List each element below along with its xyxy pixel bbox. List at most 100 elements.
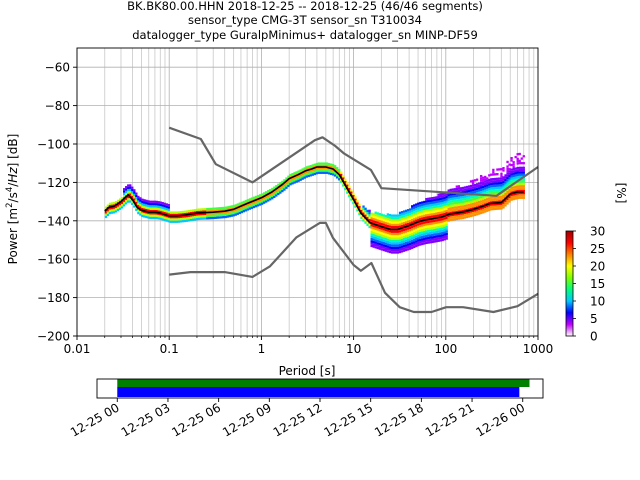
density-cell bbox=[466, 204, 468, 206]
density-cell bbox=[184, 218, 186, 220]
density-cell bbox=[149, 217, 151, 219]
density-cell bbox=[125, 191, 127, 193]
density-cell bbox=[500, 207, 502, 209]
density-cell bbox=[506, 177, 508, 179]
density-cell bbox=[389, 249, 391, 251]
density-cell bbox=[496, 189, 498, 191]
density-cell bbox=[446, 205, 448, 207]
density-cell bbox=[470, 203, 472, 205]
density-cell bbox=[454, 197, 456, 199]
density-cell bbox=[521, 183, 523, 185]
density-cell bbox=[415, 238, 417, 240]
density-cell bbox=[427, 237, 429, 239]
density-cell bbox=[429, 237, 431, 239]
y-tick-label: −140 bbox=[37, 214, 70, 228]
density-cell bbox=[139, 211, 141, 213]
density-cell bbox=[502, 176, 504, 178]
density-cell bbox=[446, 221, 448, 223]
density-cell bbox=[460, 189, 462, 191]
density-cell bbox=[383, 242, 385, 244]
density-cell bbox=[482, 209, 484, 211]
density-cell bbox=[456, 188, 458, 190]
density-cell bbox=[462, 187, 464, 189]
density-cell bbox=[293, 181, 295, 183]
density-cell bbox=[486, 207, 488, 209]
density-cell bbox=[340, 171, 342, 173]
density-cell bbox=[267, 197, 269, 199]
density-cell bbox=[379, 243, 381, 245]
density-cell bbox=[470, 206, 472, 208]
density-cell bbox=[500, 205, 502, 207]
density-cell bbox=[448, 189, 450, 191]
density-cell bbox=[395, 217, 397, 219]
density-cell bbox=[383, 230, 385, 232]
density-cell bbox=[443, 211, 445, 213]
density-cell bbox=[151, 214, 153, 216]
density-cell bbox=[381, 237, 383, 239]
density-cell bbox=[145, 204, 147, 206]
density-cell bbox=[490, 208, 492, 210]
density-cell bbox=[324, 162, 326, 164]
density-cell bbox=[415, 240, 417, 242]
density-cell bbox=[379, 231, 381, 233]
density-cell bbox=[417, 209, 419, 211]
density-cell bbox=[375, 212, 377, 214]
density-cell bbox=[210, 208, 212, 210]
density-cell bbox=[368, 226, 370, 228]
density-cell bbox=[281, 181, 283, 183]
density-cell bbox=[443, 231, 445, 233]
density-cell bbox=[141, 203, 143, 205]
density-cell bbox=[137, 196, 139, 198]
density-cell bbox=[302, 175, 304, 177]
density-cell bbox=[425, 205, 427, 207]
density-cell bbox=[448, 203, 450, 205]
density-cell bbox=[496, 168, 498, 170]
density-cell bbox=[462, 196, 464, 198]
density-cell bbox=[462, 208, 464, 210]
density-cell bbox=[496, 180, 498, 182]
density-cell bbox=[397, 251, 399, 253]
density-cell bbox=[419, 204, 421, 206]
density-cell bbox=[439, 235, 441, 237]
density-cell bbox=[397, 219, 399, 221]
density-cell bbox=[484, 178, 486, 180]
density-cell bbox=[474, 198, 476, 200]
density-cell bbox=[476, 179, 478, 181]
density-cell bbox=[431, 222, 433, 224]
density-cell bbox=[399, 232, 401, 234]
density-cell bbox=[433, 213, 435, 215]
density-cell bbox=[470, 187, 472, 189]
density-cell bbox=[196, 209, 198, 211]
density-cell bbox=[443, 217, 445, 219]
density-cell bbox=[500, 175, 502, 177]
density-cell bbox=[456, 185, 458, 187]
density-cell bbox=[439, 202, 441, 204]
density-cell bbox=[399, 246, 401, 248]
density-cell bbox=[478, 210, 480, 212]
density-cell bbox=[433, 229, 435, 231]
density-cell bbox=[488, 188, 490, 190]
density-cell bbox=[249, 205, 251, 207]
density-cell bbox=[387, 223, 389, 225]
density-cell bbox=[448, 194, 450, 196]
density-cell bbox=[468, 197, 470, 199]
density-cell bbox=[510, 187, 512, 189]
density-cell bbox=[480, 186, 482, 188]
density-cell bbox=[482, 200, 484, 202]
density-cell bbox=[439, 193, 441, 195]
density-cell bbox=[488, 181, 490, 183]
density-cell bbox=[135, 209, 137, 211]
density-cell bbox=[478, 183, 480, 185]
density-cell bbox=[375, 235, 377, 237]
density-cell bbox=[304, 176, 306, 178]
y-tick-label: −200 bbox=[37, 330, 70, 344]
density-cell bbox=[375, 219, 377, 221]
density-cell bbox=[504, 181, 506, 183]
density-cell bbox=[370, 231, 372, 233]
density-cell bbox=[228, 206, 230, 208]
density-cell bbox=[299, 176, 301, 178]
density-cell bbox=[476, 199, 478, 201]
density-cell bbox=[482, 202, 484, 204]
density-cell bbox=[470, 215, 472, 217]
density-cell bbox=[498, 182, 500, 184]
